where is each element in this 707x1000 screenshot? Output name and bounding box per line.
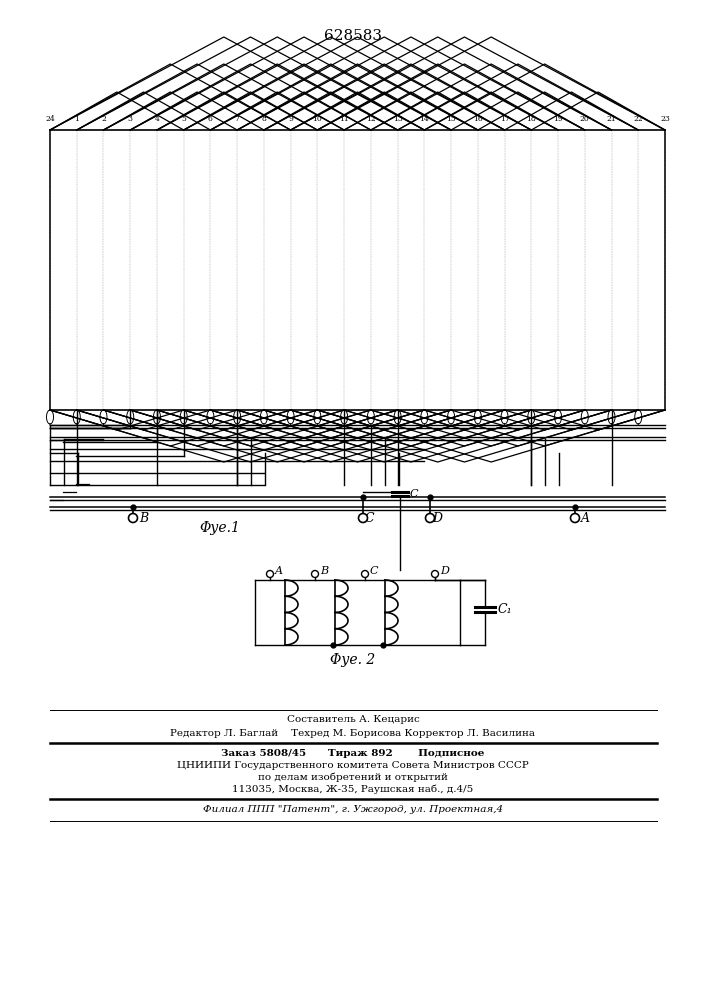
Text: Филиал ППП "Патент", г. Ужгород, ул. Проектная,4: Филиал ППП "Патент", г. Ужгород, ул. Про… <box>203 806 503 814</box>
Text: 11: 11 <box>339 115 349 123</box>
Circle shape <box>571 514 580 522</box>
Text: Редактор Л. Баглай    Техред М. Борисова Корректор Л. Василина: Редактор Л. Баглай Техред М. Борисова Ко… <box>170 728 535 738</box>
Text: 13: 13 <box>392 115 402 123</box>
Text: 14: 14 <box>419 115 429 123</box>
Text: 23: 23 <box>660 115 670 123</box>
Text: A: A <box>581 512 590 524</box>
Text: 17: 17 <box>500 115 510 123</box>
Text: Заказ 5808/45      Тираж 892       Подписное: Заказ 5808/45 Тираж 892 Подписное <box>221 748 485 758</box>
Text: 24: 24 <box>45 115 55 123</box>
Text: ЦНИИПИ Государственного комитета Совета Министров СССР: ЦНИИПИ Государственного комитета Совета … <box>177 760 529 770</box>
Text: C: C <box>370 566 378 576</box>
Text: B: B <box>320 566 328 576</box>
Circle shape <box>361 570 368 578</box>
Circle shape <box>358 514 368 522</box>
Circle shape <box>312 570 318 578</box>
Text: C: C <box>410 489 419 499</box>
Text: 5: 5 <box>181 115 186 123</box>
Circle shape <box>129 514 137 522</box>
Text: 22: 22 <box>633 115 643 123</box>
Text: 628583: 628583 <box>324 29 382 43</box>
Text: 1: 1 <box>74 115 79 123</box>
Text: 19: 19 <box>553 115 563 123</box>
Circle shape <box>431 570 438 578</box>
Text: 21: 21 <box>607 115 617 123</box>
Text: D: D <box>440 566 449 576</box>
Circle shape <box>426 514 435 522</box>
Text: D: D <box>432 512 442 524</box>
Text: Составитель А. Кецарис: Составитель А. Кецарис <box>286 716 419 724</box>
Text: 7: 7 <box>235 115 240 123</box>
Text: 8: 8 <box>262 115 267 123</box>
Text: 18: 18 <box>527 115 536 123</box>
Text: 2: 2 <box>101 115 106 123</box>
Text: 113035, Москва, Ж-35, Раушская наб., д.4/5: 113035, Москва, Ж-35, Раушская наб., д.4… <box>233 784 474 794</box>
Text: 10: 10 <box>312 115 322 123</box>
Text: Φуе. 2: Φуе. 2 <box>330 653 375 667</box>
Text: 9: 9 <box>288 115 293 123</box>
Text: 12: 12 <box>366 115 375 123</box>
Text: C: C <box>365 512 375 524</box>
Text: 15: 15 <box>446 115 456 123</box>
Text: 16: 16 <box>473 115 483 123</box>
Text: C₁: C₁ <box>498 603 513 616</box>
Circle shape <box>267 570 274 578</box>
Text: Φуе.1: Φуе.1 <box>199 521 240 535</box>
Text: B: B <box>139 512 148 524</box>
Text: A: A <box>275 566 283 576</box>
Text: 20: 20 <box>580 115 590 123</box>
Text: 3: 3 <box>128 115 133 123</box>
Text: по делам изобретений и открытий: по делам изобретений и открытий <box>258 772 448 782</box>
Text: 6: 6 <box>208 115 213 123</box>
Text: 4: 4 <box>155 115 159 123</box>
